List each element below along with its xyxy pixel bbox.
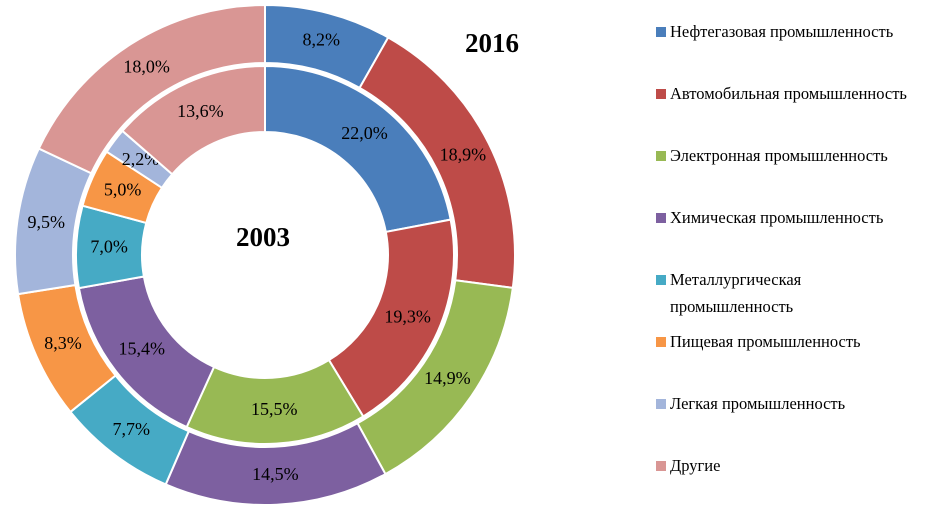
- outer-ring-name: 2016: [465, 28, 519, 58]
- legend-label: Пищевая промышленность: [670, 332, 861, 351]
- donut-segment: [121, 64, 266, 176]
- data-label: 15,5%: [251, 399, 298, 419]
- data-label: 7,0%: [90, 236, 128, 256]
- legend-item: Нефтегазовая промышленность: [656, 18, 918, 80]
- legend-label: Химическая промышленность: [670, 208, 884, 227]
- data-label: 18,9%: [440, 145, 487, 165]
- legend-swatch: [656, 27, 666, 37]
- data-label: 8,3%: [44, 333, 82, 353]
- legend-swatch: [656, 461, 666, 471]
- legend-item: Автомобильная промышленность: [656, 80, 918, 142]
- legend-item: Химическая промышленность: [656, 204, 918, 266]
- legend-item: Пищевая промышленность: [656, 328, 918, 390]
- donut-segment: [37, 3, 266, 175]
- inner-ring-name: 2003: [236, 222, 290, 252]
- legend-swatch: [656, 151, 666, 161]
- data-label: 7,7%: [112, 419, 150, 439]
- legend-swatch: [656, 89, 666, 99]
- data-label: 8,2%: [303, 29, 341, 49]
- data-label: 15,4%: [118, 339, 165, 359]
- data-label: 5,0%: [104, 179, 142, 199]
- legend-item: Металлургическая промышленность: [656, 266, 918, 328]
- legend-label: Металлургическая промышленность: [670, 270, 802, 316]
- legend-label: Электронная промышленность: [670, 146, 888, 165]
- legend-swatch: [656, 213, 666, 223]
- legend-label: Легкая промышленность: [670, 394, 846, 413]
- data-label: 14,5%: [252, 464, 299, 484]
- legend-label: Нефтегазовая промышленность: [670, 22, 894, 41]
- legend-label: Автомобильная промышленность: [670, 84, 907, 103]
- legend-swatch: [656, 399, 666, 409]
- data-label: 22,0%: [341, 123, 388, 143]
- data-label: 19,3%: [384, 306, 431, 326]
- data-label: 18,0%: [123, 57, 170, 77]
- legend-item: Другие: [656, 452, 918, 513]
- data-label: 9,5%: [27, 212, 65, 232]
- legend-item: Электронная промышленность: [656, 142, 918, 204]
- legend: Нефтегазовая промышленность Автомобильная…: [656, 18, 918, 513]
- data-label: 13,6%: [177, 101, 224, 121]
- legend-label: Другие: [670, 456, 721, 475]
- legend-swatch: [656, 337, 666, 347]
- data-label: 14,9%: [424, 368, 471, 388]
- legend-item: Легкая промышленность: [656, 390, 918, 452]
- legend-swatch: [656, 275, 666, 285]
